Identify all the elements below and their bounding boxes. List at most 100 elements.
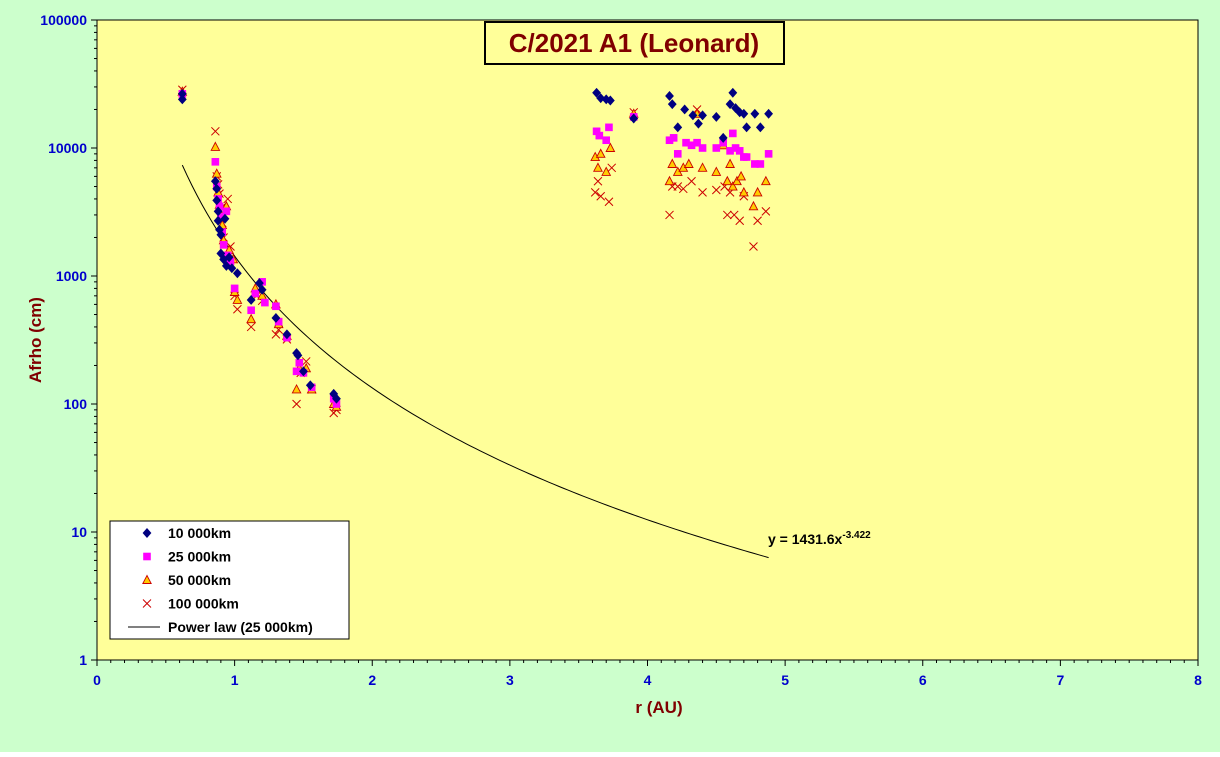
data-point-cross xyxy=(698,188,707,197)
chart-title-box: C/2021 A1 (Leonard) xyxy=(484,21,785,65)
data-point-cross xyxy=(271,330,281,339)
data-point-diamond xyxy=(728,87,738,98)
data-point-cross xyxy=(711,185,721,195)
data-point-diamond xyxy=(224,252,234,263)
data-point-cross xyxy=(722,210,732,220)
data-point-triangle xyxy=(593,162,603,172)
data-point-cross xyxy=(211,126,220,136)
data-point-diamond xyxy=(673,122,683,133)
legend-label: 25 000km xyxy=(168,549,231,565)
data-point-square xyxy=(742,153,751,161)
legend-entry: Power law (25 000km) xyxy=(128,619,313,635)
chart-title: C/2021 A1 (Leonard) xyxy=(509,28,759,58)
data-point-cross xyxy=(607,163,617,173)
data-point-square xyxy=(595,131,604,140)
data-point-cross xyxy=(665,210,674,220)
x-tick-label: 1 xyxy=(231,672,239,688)
x-tick-label: 7 xyxy=(1056,672,1064,688)
x-tick-label: 3 xyxy=(506,672,514,688)
data-point-square xyxy=(219,241,228,249)
data-point-diamond xyxy=(750,108,760,119)
data-point-diamond xyxy=(667,99,677,110)
data-point-diamond xyxy=(299,366,308,377)
data-point-square xyxy=(712,144,721,152)
data-point-triangle xyxy=(725,158,736,168)
data-point-square xyxy=(230,284,239,293)
legend-entry: 10 000km xyxy=(142,525,231,541)
y-tick-label: 1 xyxy=(79,652,87,668)
y-tick-label: 10000 xyxy=(48,140,87,156)
data-point-cross xyxy=(301,357,311,366)
data-point-diamond xyxy=(665,91,674,101)
data-point-triangle xyxy=(748,200,759,211)
data-point-square xyxy=(729,129,737,138)
data-point-diamond xyxy=(711,111,721,122)
legend-swatch-triangle xyxy=(142,574,152,584)
data-point-triangle xyxy=(601,166,612,176)
data-point-triangle xyxy=(232,294,243,304)
data-point-triangle xyxy=(664,175,675,186)
legend-swatch-square xyxy=(143,552,151,561)
data-point-diamond xyxy=(688,110,698,121)
data-point-diamond xyxy=(282,329,292,340)
legend-entry: 25 000km xyxy=(143,549,231,565)
x-tick-label: 5 xyxy=(781,672,789,688)
legend-entry: 100 000km xyxy=(142,596,239,612)
data-point-square xyxy=(261,298,269,307)
data-point-diamond xyxy=(742,122,751,133)
data-points xyxy=(177,85,774,418)
data-point-square xyxy=(251,289,260,298)
data-point-triangle xyxy=(752,186,763,197)
data-point-cross xyxy=(590,188,600,197)
data-point-cross xyxy=(749,242,758,251)
legend-swatch-diamond xyxy=(142,528,152,538)
data-point-diamond xyxy=(232,268,242,279)
power-law-trendline xyxy=(181,164,769,559)
data-point-cross xyxy=(223,194,233,204)
trendline xyxy=(181,164,769,559)
data-point-square xyxy=(764,150,773,158)
data-point-triangle xyxy=(722,175,733,186)
data-point-diamond xyxy=(213,215,223,226)
data-point-diamond xyxy=(212,195,222,206)
data-point-diamond xyxy=(605,95,615,106)
data-point-triangle xyxy=(697,162,708,172)
data-point-diamond xyxy=(257,284,267,295)
data-point-diamond xyxy=(596,93,606,104)
data-point-triangle xyxy=(711,166,722,176)
data-point-cross xyxy=(687,176,696,186)
data-point-diamond xyxy=(177,88,187,99)
legend-label: 10 000km xyxy=(168,525,231,541)
data-point-diamond xyxy=(293,350,303,361)
equation-prefix: y = 1431.6x xyxy=(768,531,843,547)
data-point-cross xyxy=(604,197,614,207)
legend-label: 50 000km xyxy=(168,572,231,588)
data-point-diamond xyxy=(755,122,765,133)
data-point-cross xyxy=(596,191,606,201)
data-point-cross xyxy=(753,216,762,226)
trendline-equation: y = 1431.6x-3.422 xyxy=(768,530,871,547)
data-point-diamond xyxy=(725,99,735,110)
data-point-square xyxy=(669,134,678,142)
legend-swatch-cross xyxy=(142,599,152,608)
x-axis-title: r (AU) xyxy=(635,698,682,717)
data-point-triangle xyxy=(291,383,302,394)
x-tick-label: 4 xyxy=(644,672,652,688)
data-point-square xyxy=(756,160,765,168)
data-point-cross xyxy=(673,182,683,191)
data-point-triangle xyxy=(605,142,616,152)
data-point-square xyxy=(247,306,255,315)
data-point-triangle xyxy=(732,175,742,186)
data-point-triangle xyxy=(736,170,747,181)
data-point-diamond xyxy=(698,110,707,121)
y-tick-label: 100 xyxy=(64,396,88,412)
data-point-cross xyxy=(246,322,256,332)
legend: 10 000km 25 000km 50 000km 100 000km Power l… xyxy=(109,520,350,640)
data-point-triangle xyxy=(211,168,222,178)
y-tick-label: 10 xyxy=(71,524,87,540)
data-point-cross xyxy=(678,184,688,194)
data-point-diamond xyxy=(212,183,222,194)
data-point-square xyxy=(693,138,701,147)
